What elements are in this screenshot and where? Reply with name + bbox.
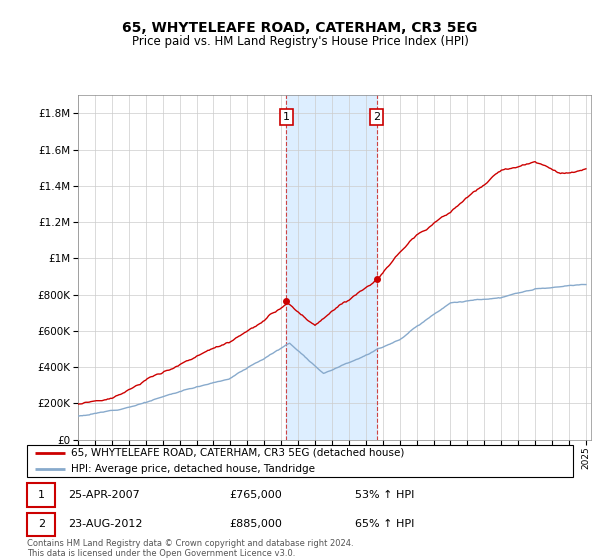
FancyBboxPatch shape xyxy=(27,445,573,477)
Text: Contains HM Land Registry data © Crown copyright and database right 2024.
This d: Contains HM Land Registry data © Crown c… xyxy=(27,539,353,558)
Text: 23-AUG-2012: 23-AUG-2012 xyxy=(68,519,142,529)
Text: 1: 1 xyxy=(38,490,44,500)
Text: 65% ↑ HPI: 65% ↑ HPI xyxy=(355,519,414,529)
Text: 2: 2 xyxy=(38,519,45,529)
Text: Price paid vs. HM Land Registry's House Price Index (HPI): Price paid vs. HM Land Registry's House … xyxy=(131,35,469,48)
Text: 1: 1 xyxy=(283,112,290,122)
Text: 2: 2 xyxy=(373,112,380,122)
Text: HPI: Average price, detached house, Tandridge: HPI: Average price, detached house, Tand… xyxy=(71,464,314,474)
Text: 65, WHYTELEAFE ROAD, CATERHAM, CR3 5EG (detached house): 65, WHYTELEAFE ROAD, CATERHAM, CR3 5EG (… xyxy=(71,448,404,458)
Text: 65, WHYTELEAFE ROAD, CATERHAM, CR3 5EG: 65, WHYTELEAFE ROAD, CATERHAM, CR3 5EG xyxy=(122,21,478,35)
Text: £765,000: £765,000 xyxy=(229,490,282,500)
Text: 53% ↑ HPI: 53% ↑ HPI xyxy=(355,490,414,500)
Text: 25-APR-2007: 25-APR-2007 xyxy=(68,490,140,500)
FancyBboxPatch shape xyxy=(27,483,55,507)
Text: £885,000: £885,000 xyxy=(229,519,282,529)
Bar xyxy=(286,95,377,440)
FancyBboxPatch shape xyxy=(27,512,55,536)
